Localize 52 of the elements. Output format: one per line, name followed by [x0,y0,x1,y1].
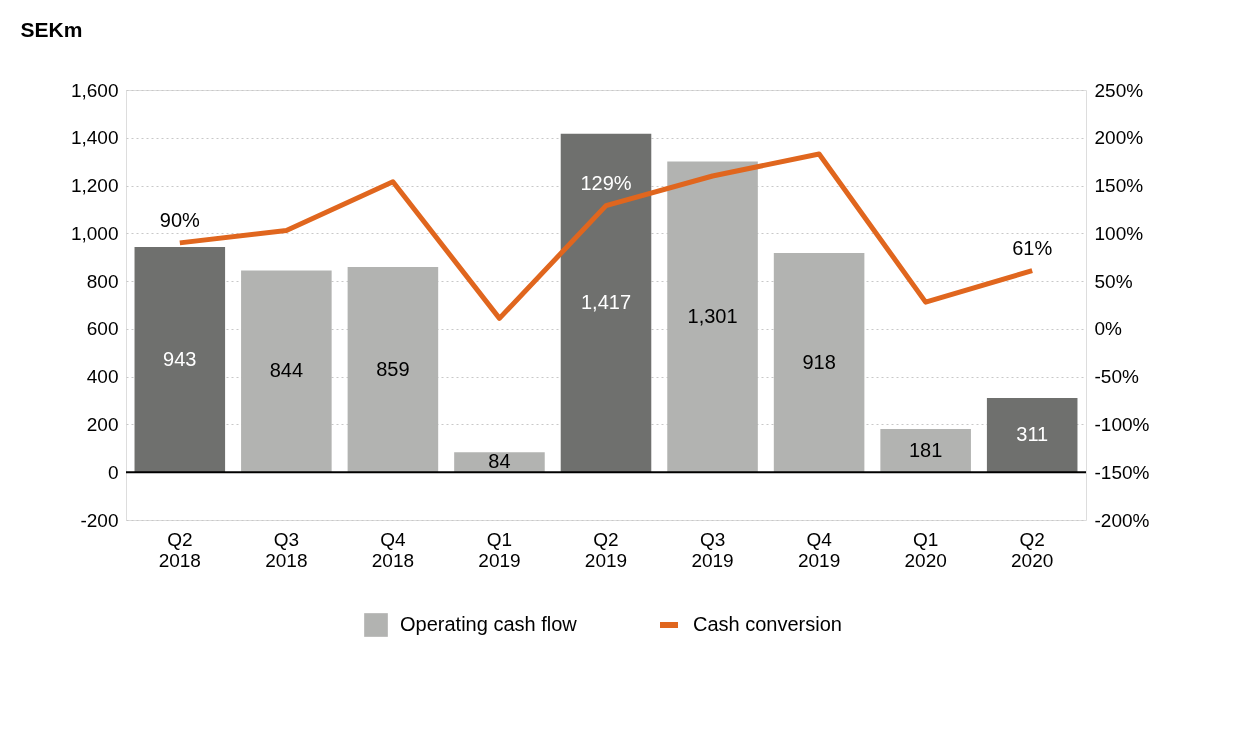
chart-title: SEKm [20,18,83,41]
data-label: 61% [1012,236,1053,259]
y2-tick-label: 50% [1094,270,1133,292]
y-tick-label: 600 [86,318,119,340]
bar [134,246,226,473]
data-label: 859 [376,357,410,380]
x-tick-label: Q1 2019 [478,528,521,571]
y-tick-label: 0 [107,461,119,483]
data-label: 181 [908,438,943,461]
bar [347,267,439,473]
data-label: 1,301 [687,304,738,327]
y-tick-label: -200 [80,509,119,531]
data-label: 918 [802,350,836,373]
y2-tick-label: -200% [1094,509,1150,531]
x-tick-label: Q4 2019 [797,528,841,571]
bar [986,397,1078,473]
y-tick-label: 400 [86,366,119,388]
y2-tick-label: 250% [1094,79,1144,101]
data-label: 90% [159,208,201,231]
y-tick-label: 1,600 [70,79,119,101]
bar [667,161,758,473]
y2-tick-label: -150% [1094,461,1150,483]
data-label: 844 [269,359,304,382]
data-label: 129% [580,171,632,194]
x-tick-label: Q2 2020 [1011,528,1054,571]
y2-tick-label: 150% [1094,175,1144,197]
legend-label: Operating cash flow [400,613,578,635]
x-tick-label: Q3 2019 [691,528,734,571]
y-tick-label: 1,400 [70,127,119,149]
x-tick-label: Q1 2020 [904,528,947,571]
legend-label: Cash conversion [693,613,842,635]
x-tick-label: Q2 2019 [584,528,628,571]
data-label: 943 [163,347,197,370]
x-tick-label: Q3 2018 [265,528,308,571]
y-tick-label: 1,200 [70,175,119,197]
y2-tick-label: -100% [1094,413,1150,435]
x-tick-label: Q4 2018 [371,528,415,571]
y2-tick-label: 200% [1094,127,1144,149]
y2-tick-label: 0% [1094,318,1123,340]
bar [241,270,332,473]
bar [773,252,865,473]
data-label: 84 [488,450,511,473]
data-label: 1,417 [580,290,632,313]
bar [560,133,652,473]
y2-tick-label: 100% [1094,222,1144,244]
y2-tick-label: -50% [1094,366,1139,388]
x-tick-label: Q2 2018 [158,528,201,571]
bar [880,428,971,473]
y-tick-label: 200 [86,413,119,435]
data-label: 311 [1016,423,1049,446]
y-tick-label: 800 [86,270,119,292]
y-tick-label: 1,000 [70,222,119,244]
